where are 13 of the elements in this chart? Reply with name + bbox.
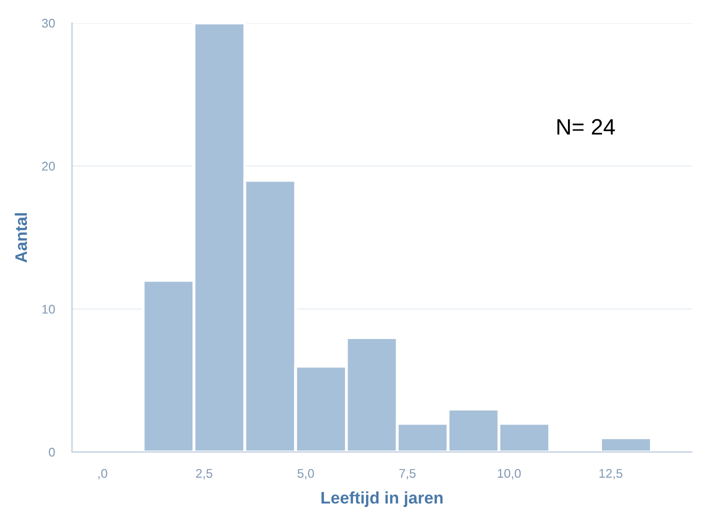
- y-tick-label: 30: [42, 18, 55, 28]
- annotation: N= 24: [557, 119, 615, 135]
- x-tick-label: 5,0: [298, 468, 314, 480]
- x-tick-label: 12,5: [599, 468, 622, 480]
- x-tick-label: 10,0: [498, 468, 521, 480]
- y-tick-label: 10: [42, 304, 55, 314]
- x-tick-label: 7,5: [399, 469, 416, 480]
- y-tick-label: 0: [48, 448, 55, 457]
- y-axis-title: Aantal: [14, 213, 28, 263]
- y-tick-label: 20: [42, 162, 55, 171]
- x-axis-title: Leeftijd in jaren: [322, 491, 443, 507]
- x-tick-label: 2,5: [196, 468, 212, 480]
- x-tick-label: ,0: [98, 468, 108, 480]
